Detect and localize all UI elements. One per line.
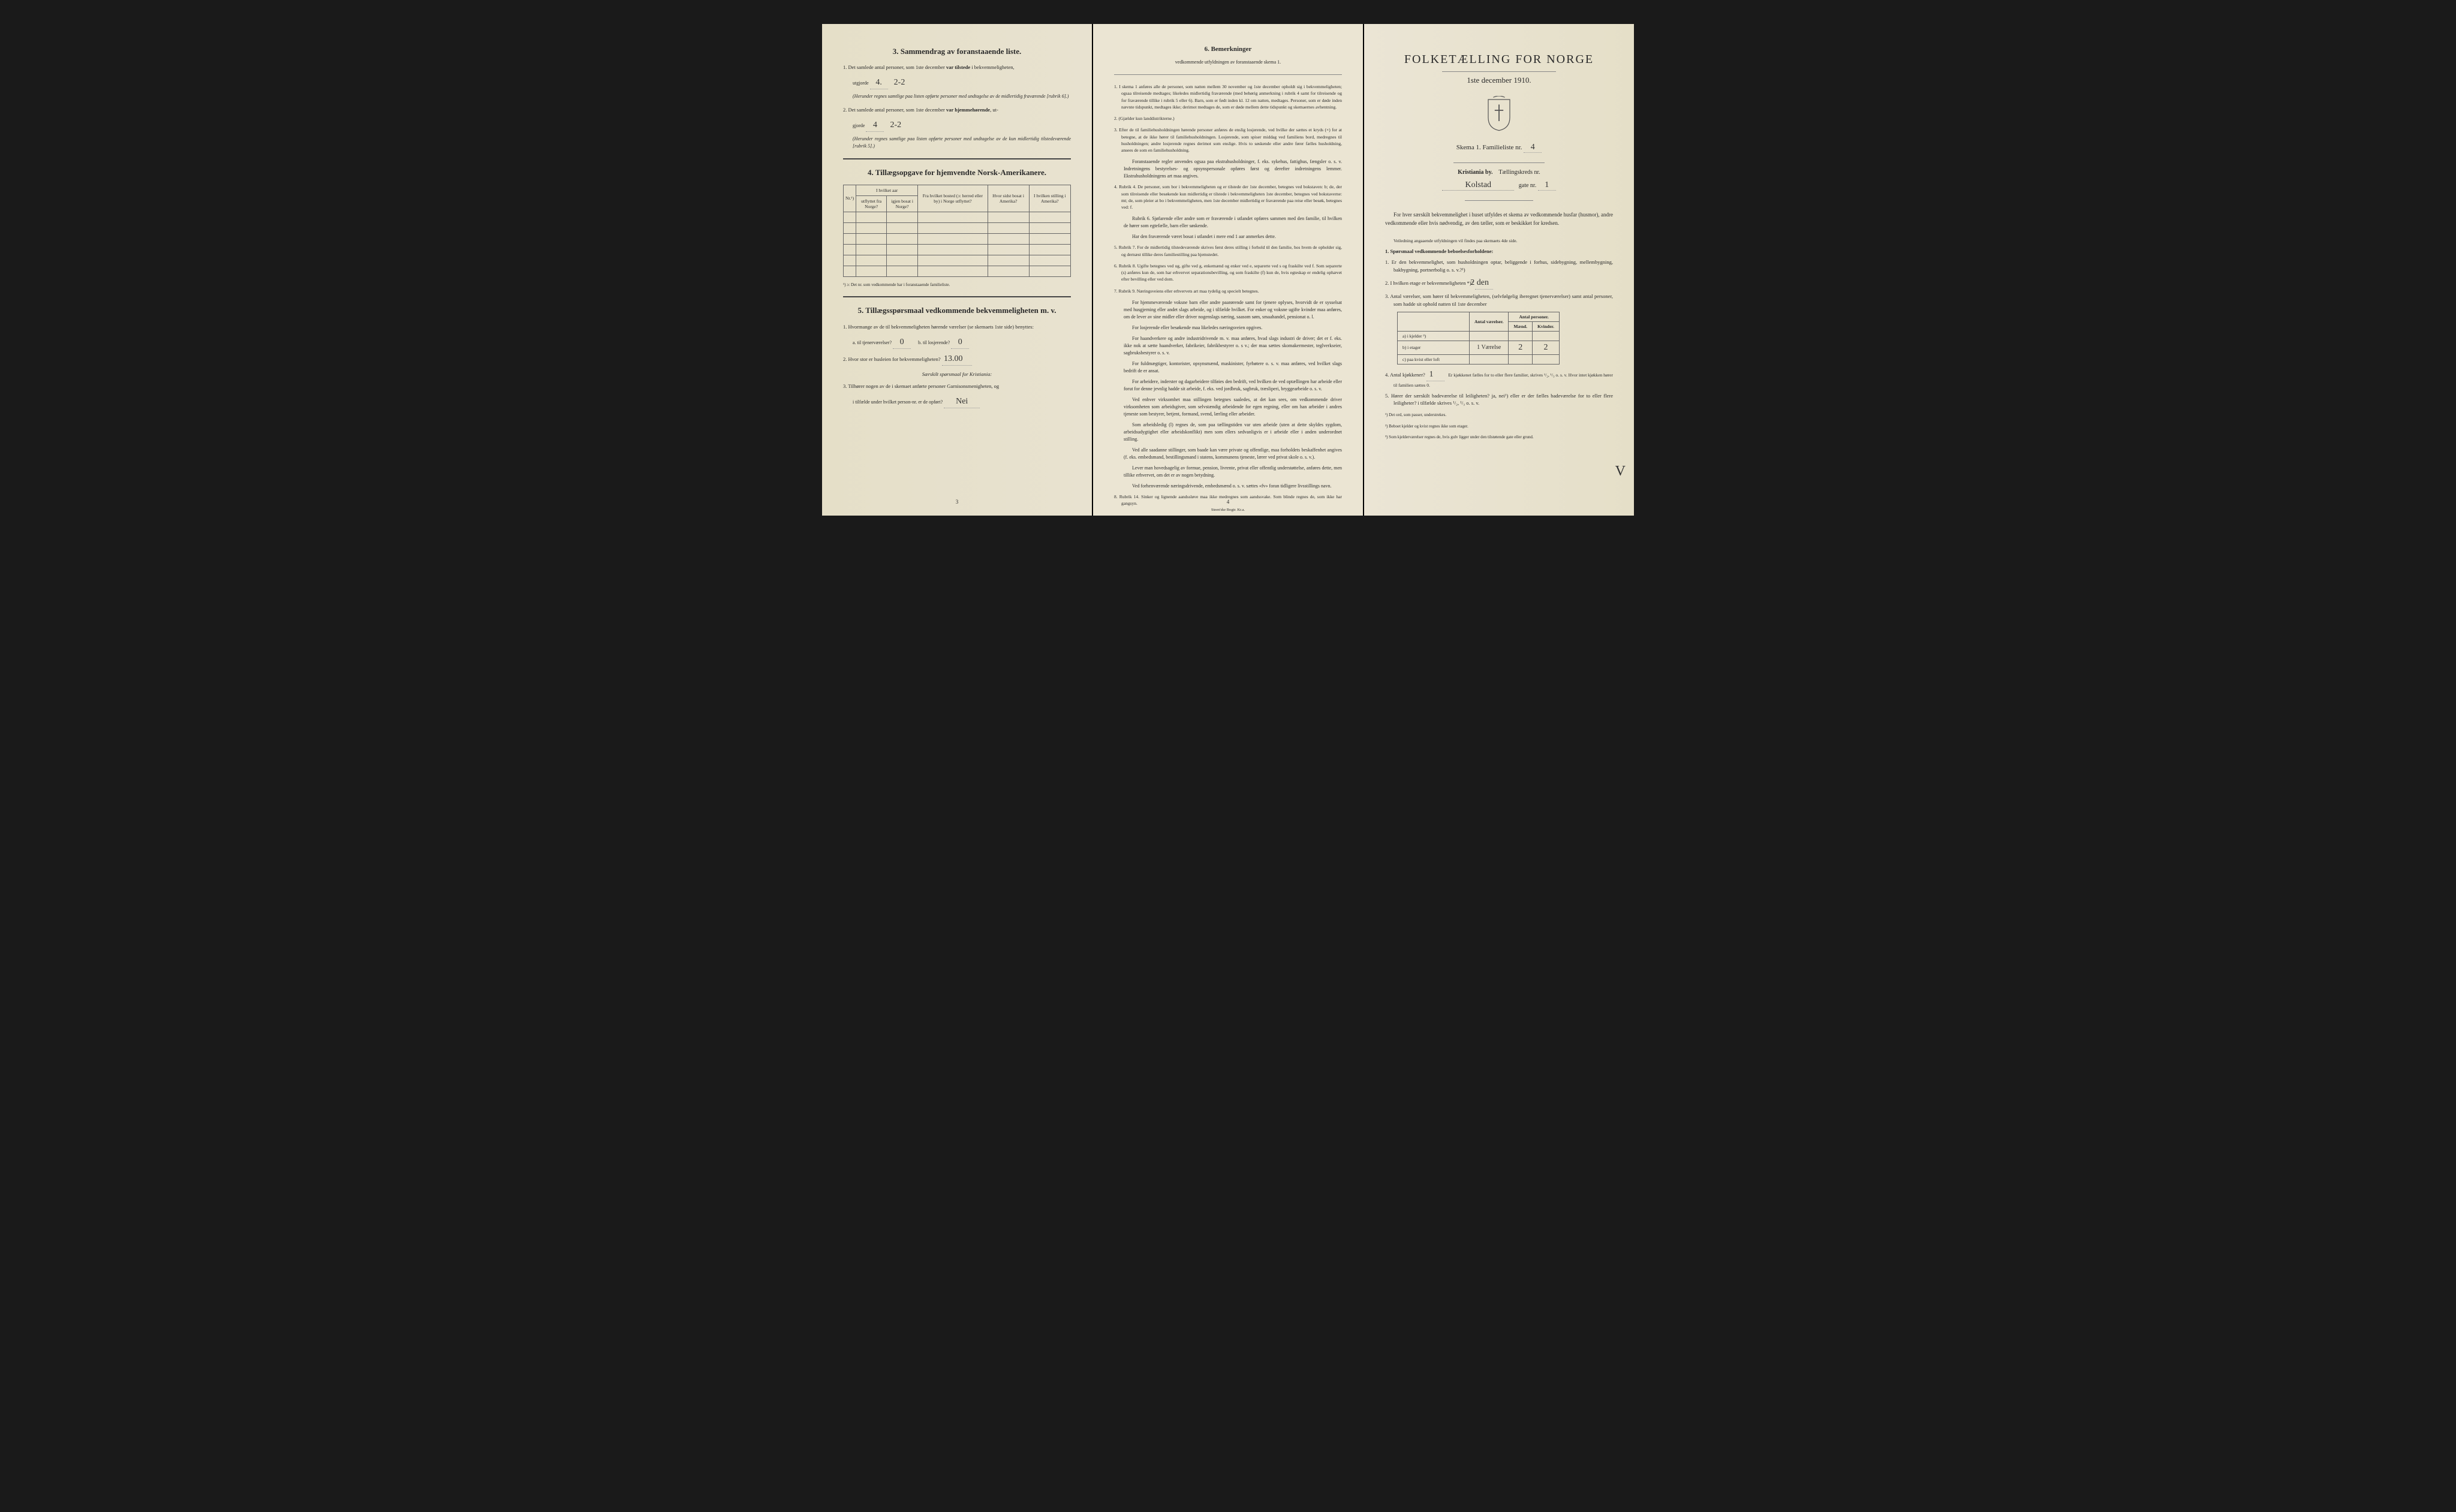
coat-of-arms bbox=[1385, 96, 1613, 133]
bem-1: 1. I skema 1 anføres alle de personer, s… bbox=[1114, 83, 1342, 110]
fn3: ³) Som kjelderværelser regnes de, hvis g… bbox=[1385, 434, 1613, 441]
s5-q3b: i tilfælde under hvilket person-nr. er d… bbox=[843, 395, 1071, 408]
page-number: 3 bbox=[956, 499, 959, 505]
printer-mark: Steen'ske Bogtr. Kr.a. bbox=[1211, 508, 1245, 512]
page-4: 6. Bemerkninger vedkommende utfyldningen… bbox=[1093, 24, 1363, 516]
s5-q1: 1. Hvormange av de til bekvemmeligheten … bbox=[843, 323, 1071, 331]
bem-7h: Som arbeidsledig (l) regnes de, som paa … bbox=[1114, 421, 1342, 443]
s5-q2: 2. Hvor stor er husleien for bekvemmelig… bbox=[843, 353, 1071, 366]
page-number: 4 bbox=[1227, 499, 1230, 505]
bem-7g: Ved enhver virksomhet maa stillingen bet… bbox=[1114, 396, 1342, 418]
bem-7: 7. Rubrik 9. Næringsveiens eller erhverv… bbox=[1114, 288, 1342, 294]
fn1: ¹) Det ord, som passer, understrekes. bbox=[1385, 412, 1613, 418]
bem-4b: Rubrik 6. Sjøfarende eller andre som er … bbox=[1114, 215, 1342, 230]
section-6-subtitle: vedkommende utfyldningen av foranstaaend… bbox=[1114, 59, 1342, 66]
bem-7e: For fuldmægtiger, kontorister, opsynsmæn… bbox=[1114, 360, 1342, 375]
q-title: 1. Spørsmaal vedkommende beboelsesforhol… bbox=[1385, 248, 1613, 255]
s5-q3: 3. Tilhører nogen av de i skemaet anført… bbox=[843, 382, 1071, 390]
s4-footnote: ¹) ɔ: Det nr. som vedkommende har i fora… bbox=[843, 282, 1071, 288]
bem-2: 2. (Gjælder kun landdistrikterne.) bbox=[1114, 115, 1342, 122]
s3-item2-val: gjorde 4 2-2 bbox=[843, 119, 1071, 132]
bem-4c: Har den fraværende været bosat i utlande… bbox=[1114, 233, 1342, 240]
census-document: 3. Sammendrag av foranstaaende liste. 1.… bbox=[822, 24, 1634, 516]
section-6-title: 6. Bemerkninger bbox=[1114, 46, 1342, 53]
rooms-table: Antal værelser. Antal personer. Mænd. Kv… bbox=[1397, 312, 1560, 365]
bem-7b: For hjemmeværende voksne barn eller andr… bbox=[1114, 299, 1342, 321]
bem-3b: Foranstaaende regler anvendes ogsaa paa … bbox=[1114, 158, 1342, 180]
bem-6: 6. Rubrik 8. Ugifte betegnes ved ug, gif… bbox=[1114, 263, 1342, 283]
check-mark: V bbox=[1615, 463, 1626, 480]
intro-2: Veiledning angaaende utfyldningen vil fi… bbox=[1385, 237, 1613, 244]
bem-7f: For arbeidere, inderster og dagarbeidere… bbox=[1114, 378, 1342, 393]
bem-7j: Lever man hovedsagelig av formue, pensio… bbox=[1114, 465, 1342, 479]
intro-1: For hver særskilt bekvemmelighet i huset… bbox=[1385, 210, 1613, 228]
q4: 4. Antal kjøkkener? 1 Er kjøkkenet fælle… bbox=[1385, 368, 1613, 389]
q3: 3. Antal værelser, som hører til bekvemm… bbox=[1385, 293, 1613, 308]
s3-item1-val: utgjorde 4. 2-2 bbox=[843, 76, 1071, 89]
questions: 1. Spørsmaal vedkommende beboelsesforhol… bbox=[1385, 248, 1613, 308]
section-5-title: 5. Tillægsspørsmaal vedkommende bekvemme… bbox=[843, 306, 1071, 316]
census-date: 1ste december 1910. bbox=[1385, 76, 1613, 85]
section-4-title: 4. Tillægsopgave for hjemvendte Norsk-Am… bbox=[843, 168, 1071, 177]
bem-5: 5. Rubrik 7. For de midlertidig tilstede… bbox=[1114, 244, 1342, 258]
s3-item1: 1. Det samlede antal personer, som 1ste … bbox=[843, 64, 1071, 71]
s5-q1ab: a. til tjenerværelser? 0 b. til losjeren… bbox=[843, 336, 1071, 349]
s3-note2: (Herunder regnes samtlige paa listen opf… bbox=[843, 135, 1071, 150]
s5-subhead: Særskilt spørsmaal for Kristiania: bbox=[843, 371, 1071, 378]
q5: 5. Hører der særskilt badeværelse til le… bbox=[1385, 392, 1613, 408]
q2: 2. I hvilken etage er bekvemmeligheten *… bbox=[1385, 276, 1613, 290]
page-1-cover: FOLKETÆLLING FOR NORGE 1ste december 191… bbox=[1364, 24, 1634, 516]
bem-4: 4. Rubrik 4. De personer, som bor i bekv… bbox=[1114, 183, 1342, 210]
bem-7d: For haandverkere og andre industridriven… bbox=[1114, 335, 1342, 357]
bem-7k: Ved forhenværende næringsdrivende, embed… bbox=[1114, 483, 1342, 490]
bem-7i: Ved alle saadanne stillinger, som baade … bbox=[1114, 447, 1342, 461]
q1: 1. Er den bekvemmelighet, som husholdnin… bbox=[1385, 258, 1613, 274]
s3-item2: 2. Det samlede antal personer, som 1ste … bbox=[843, 106, 1071, 114]
city-line: Kristiania by. Tællingskreds nr. bbox=[1385, 169, 1613, 176]
street-line: Kolstad gate nr. 1 bbox=[1385, 180, 1613, 191]
bem-3: 3. Efter de til familiehusholdningen hør… bbox=[1114, 126, 1342, 153]
page-3: 3. Sammendrag av foranstaaende liste. 1.… bbox=[822, 24, 1092, 516]
bem-7c: For losjerende eller besøkende maa likel… bbox=[1114, 324, 1342, 332]
fn2: ²) Beboet kjelder og kvist regnes ikke s… bbox=[1385, 423, 1613, 430]
norsk-amerikanere-table: Nr.¹) I hvilket aar Fra hvilket bosted (… bbox=[843, 185, 1071, 277]
section-3-title: 3. Sammendrag av foranstaaende liste. bbox=[843, 47, 1071, 56]
skema-line: Skema 1. Familieliste nr. 4 bbox=[1385, 143, 1613, 153]
main-title: FOLKETÆLLING FOR NORGE bbox=[1385, 53, 1613, 67]
s3-note1: (Herunder regnes samtlige paa listen opf… bbox=[843, 93, 1071, 100]
